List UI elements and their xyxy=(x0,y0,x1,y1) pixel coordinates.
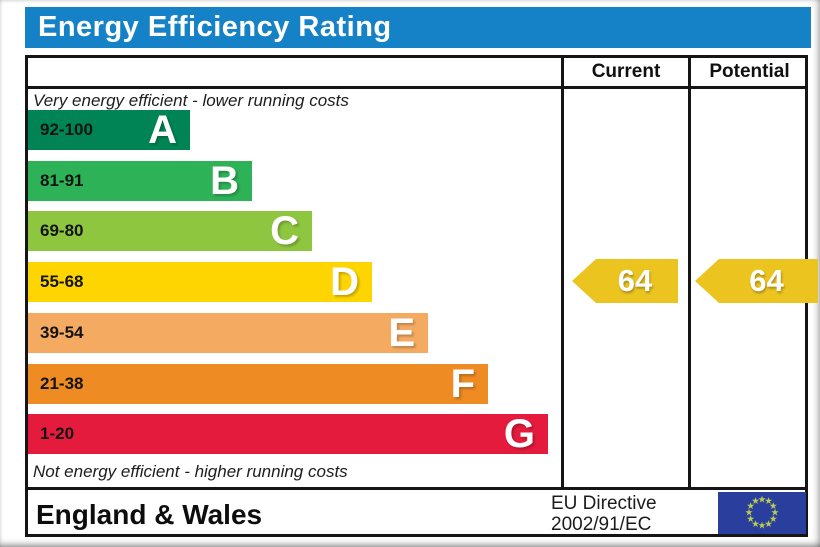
band-letter: B xyxy=(210,159,239,203)
current-rating-value: 64 xyxy=(617,263,653,298)
band-A: 92-100 A xyxy=(28,110,190,150)
potential-rating-value: 64 xyxy=(749,263,784,298)
page-title: Energy Efficiency Rating xyxy=(38,11,392,43)
column-divider-current xyxy=(561,55,564,490)
band-E: 39-54 E xyxy=(28,313,428,353)
eu-directive-text: EU Directive 2002/91/EC xyxy=(551,493,657,535)
eu-star-icon: ★ xyxy=(764,519,773,530)
eu-star-icon: ★ xyxy=(764,496,773,507)
eu-star-icon: ★ xyxy=(769,501,778,512)
band-B: 81-91 B xyxy=(28,161,252,201)
band-letter: G xyxy=(503,412,535,456)
band-range: 69-80 xyxy=(40,221,84,240)
eu-star-icon: ★ xyxy=(758,521,767,532)
eu-flag-icon: ★★★★★★★★★★★★ xyxy=(718,492,806,534)
region-label: England & Wales xyxy=(36,499,263,530)
band-range: 21-38 xyxy=(40,374,84,393)
eu-star-icon: ★ xyxy=(746,501,755,512)
band-range: 39-54 xyxy=(40,323,84,342)
eu-star-icon: ★ xyxy=(751,496,760,507)
column-header-current: Current xyxy=(591,61,661,82)
eu-star-icon: ★ xyxy=(751,519,760,530)
band-range: 92-100 xyxy=(40,120,93,139)
band-range: 55-68 xyxy=(40,272,84,291)
eu-star-icon: ★ xyxy=(746,514,755,525)
band-letter: F xyxy=(450,362,475,406)
band-range: 81-91 xyxy=(40,171,84,190)
band-letter: A xyxy=(148,108,177,152)
title-bar: Energy Efficiency Rating xyxy=(25,7,811,48)
current-rating-arrow: 64 xyxy=(572,259,678,303)
bottom-note: Not energy efficient - higher running co… xyxy=(33,462,348,481)
column-header-potential: Potential xyxy=(709,61,790,82)
column-divider-potential xyxy=(688,55,691,490)
band-D: 55-68 D xyxy=(28,262,372,302)
band-F: 21-38 F xyxy=(28,364,488,404)
header-underline xyxy=(25,86,808,89)
eu-directive-line2: 2002/91/EC xyxy=(551,514,652,535)
eu-flag-background xyxy=(718,492,806,534)
band-G: 1-20 G xyxy=(28,414,548,454)
eu-star-icon: ★ xyxy=(758,495,767,506)
top-note: Very energy efficient - lower running co… xyxy=(33,91,349,110)
eu-star-icon: ★ xyxy=(769,514,778,525)
band-letter: D xyxy=(330,260,359,304)
eu-directive-line1: EU Directive xyxy=(551,493,657,514)
band-C: 69-80 C xyxy=(28,211,312,251)
band-range: 1-20 xyxy=(40,424,75,443)
eu-star-icon: ★ xyxy=(771,508,780,519)
band-letter: C xyxy=(270,209,299,253)
footer-divider xyxy=(25,487,808,490)
band-letter: E xyxy=(388,311,415,355)
eu-flag-stars: ★★★★★★★★★★★★ xyxy=(745,495,780,532)
eu-star-icon: ★ xyxy=(745,508,754,519)
potential-rating-arrow: 64 xyxy=(695,259,818,303)
